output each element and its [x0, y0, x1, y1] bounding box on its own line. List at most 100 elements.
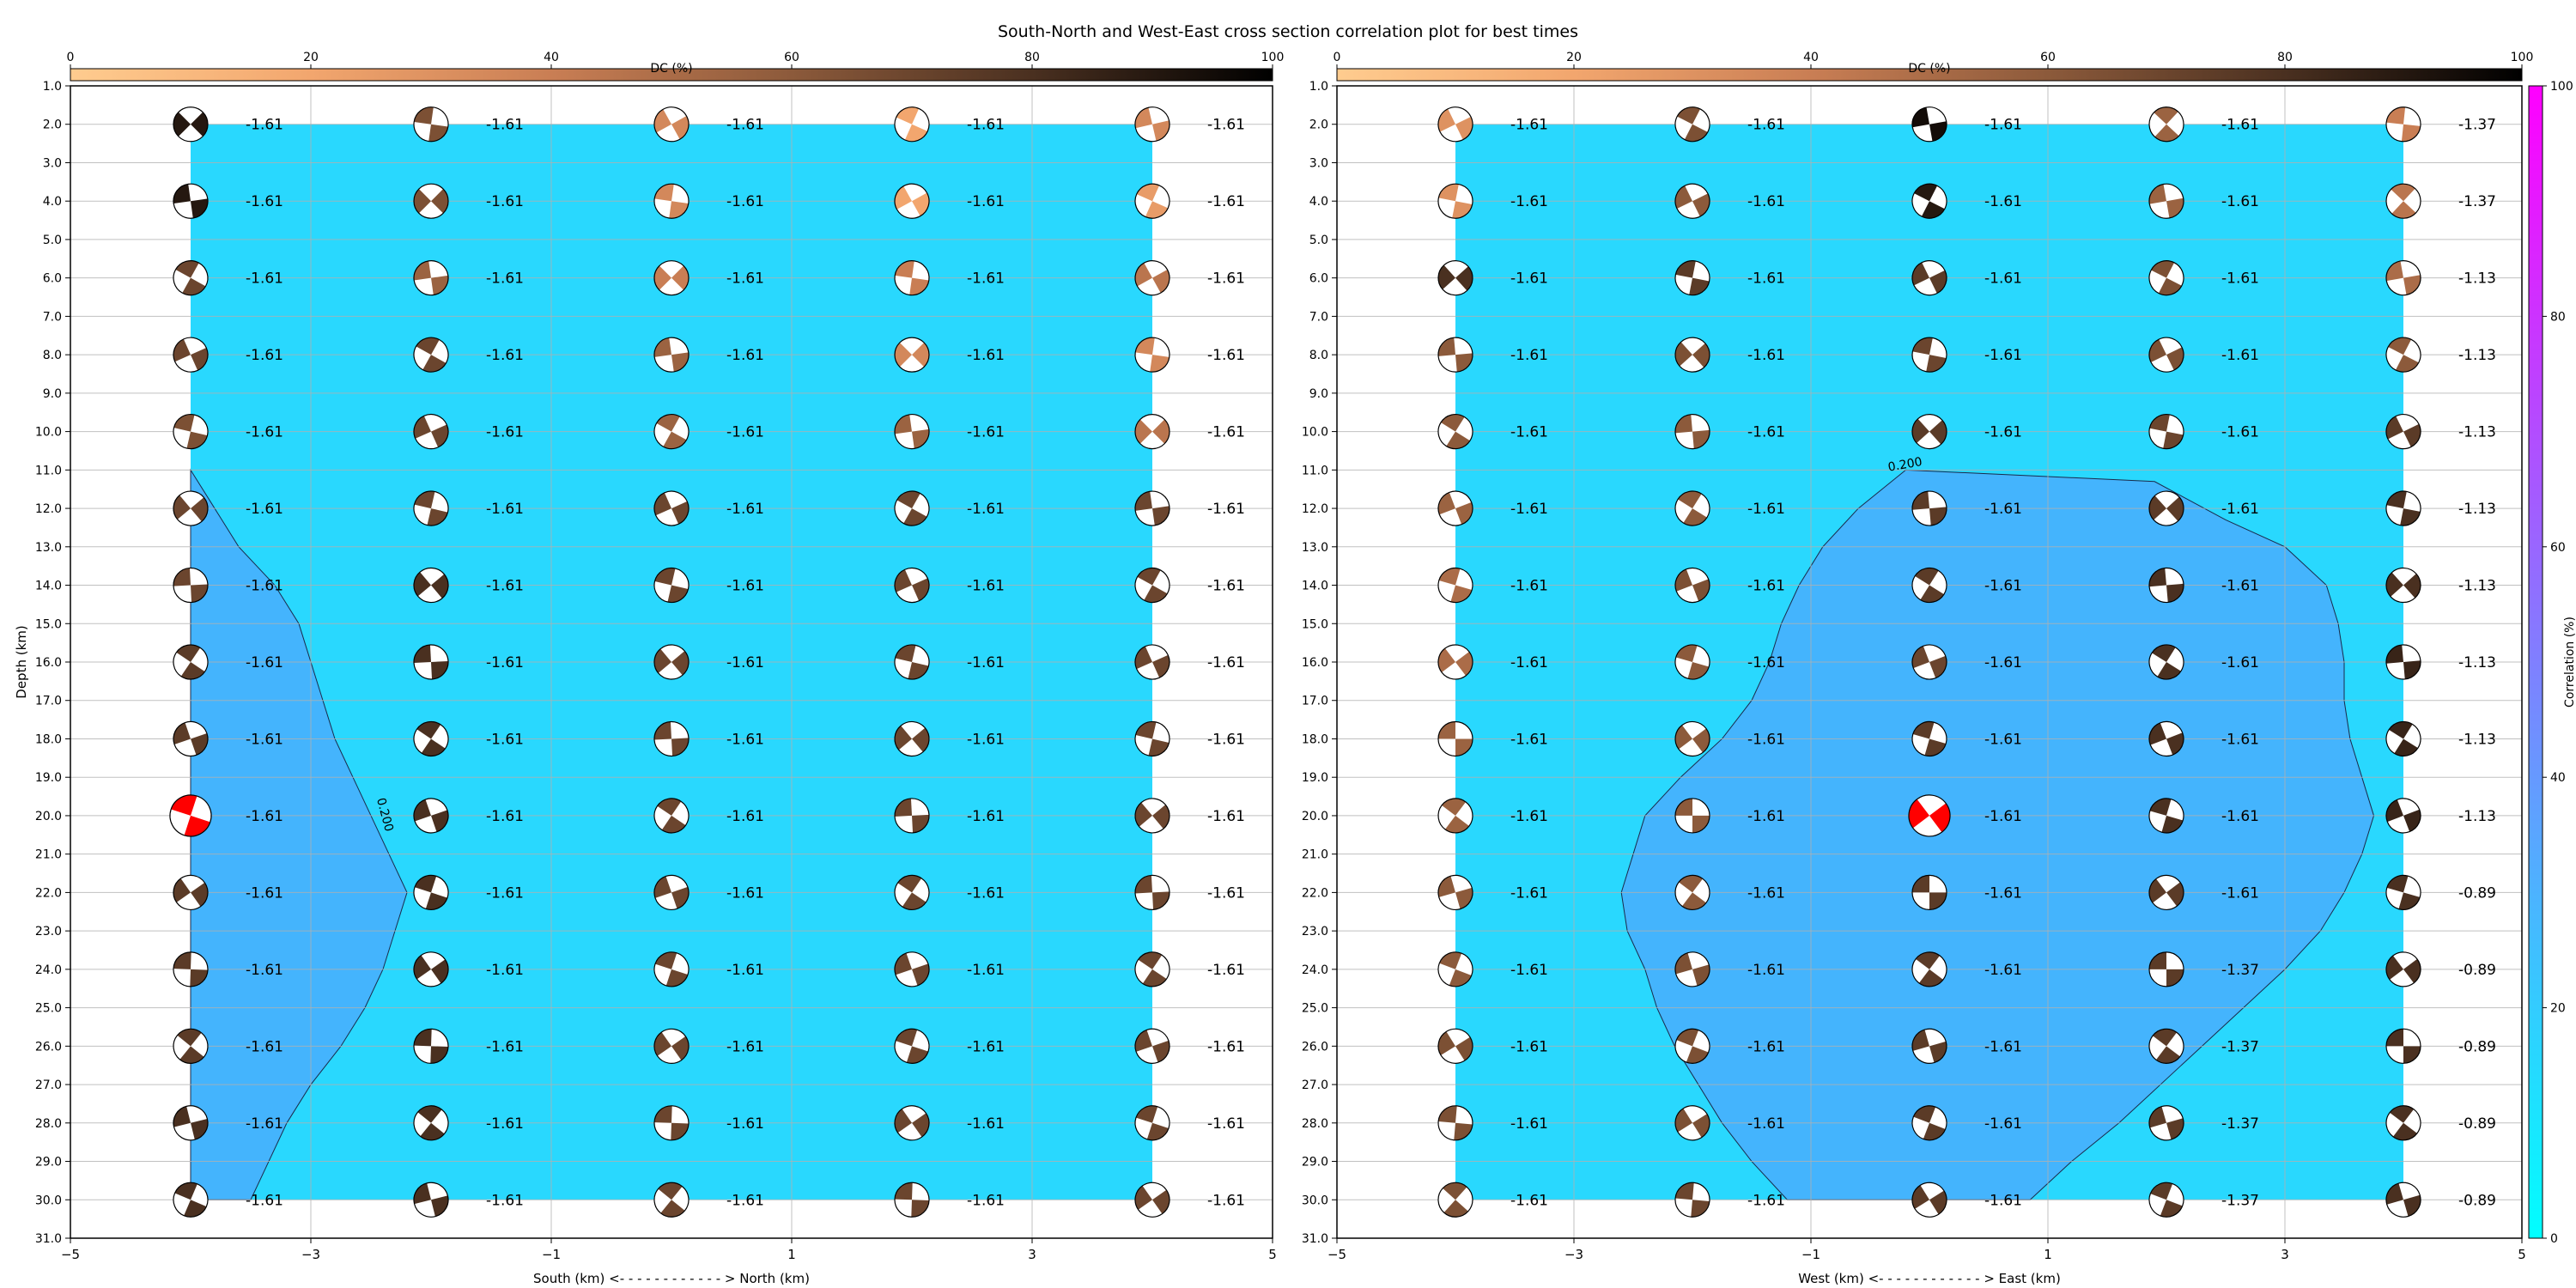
- beachball: [2148, 1028, 2184, 1064]
- beachball-value-label: -1.61: [726, 1115, 764, 1133]
- beachball-value-label: -1.61: [967, 501, 1005, 518]
- beachball-value-label: -1.61: [726, 578, 764, 595]
- beachball-value-label: -0.89: [2458, 962, 2496, 979]
- beachball-value-label: -1.61: [1747, 731, 1785, 748]
- beachball-compression-quadrant: [1138, 951, 1163, 969]
- beachball-value-label: -1.61: [1510, 347, 1548, 364]
- beachball-outline: [1911, 951, 1947, 987]
- beachball-compression-quadrant: [431, 1195, 448, 1217]
- beachball-compression-quadrant: [2149, 722, 2166, 745]
- beachball-value-label: -1.61: [967, 962, 1005, 979]
- beachball: [2148, 798, 2184, 834]
- beachball-compression-quadrant: [2394, 738, 2418, 756]
- beachball-outline: [894, 414, 930, 450]
- beachball-outline: [413, 644, 449, 680]
- beachball-compression-quadrant: [1135, 646, 1152, 670]
- beachball-value-label: -1.61: [1207, 347, 1245, 364]
- beachball-value-label: -1.61: [1984, 654, 2022, 671]
- beachball: [1134, 1182, 1170, 1218]
- beachball-value-label: -1.61: [1510, 270, 1548, 288]
- y-tick-label: 17.0: [35, 695, 62, 708]
- beachball-compression-quadrant: [414, 189, 431, 214]
- beachball: [1674, 798, 1710, 834]
- y-tick-label: 15.0: [35, 617, 62, 631]
- beachball-value-label: -0.89: [2458, 1192, 2496, 1209]
- beachball-compression-quadrant: [2403, 423, 2421, 447]
- beachball-value-label: -1.61: [967, 1115, 1005, 1133]
- beachball: [173, 260, 209, 296]
- beachball-value-label: -1.61: [486, 884, 524, 902]
- x-tick-label: −5: [1327, 1247, 1346, 1262]
- beachball-compression-quadrant: [1915, 568, 1939, 586]
- beachball-outline: [1437, 414, 1473, 450]
- beachball-outline: [1437, 106, 1473, 143]
- beachball: [173, 106, 209, 143]
- beachball-compression-quadrant: [414, 572, 431, 597]
- beachball-outline: [653, 490, 690, 526]
- beachball-outline: [1911, 1105, 1947, 1141]
- beachball-outline: [1911, 260, 1947, 296]
- beachball-value-label: -1.61: [1984, 731, 2022, 748]
- beachball-compression-quadrant: [896, 491, 920, 509]
- beachball-outline: [2385, 951, 2421, 987]
- beachball-compression-quadrant: [663, 431, 687, 449]
- beachball: [653, 337, 690, 373]
- beachball-value-label: -1.61: [2221, 270, 2259, 288]
- y-tick-label: 20.0: [35, 810, 62, 823]
- beachball-outline: [1911, 414, 1947, 450]
- beachball-outline: [2385, 337, 2421, 373]
- beachball-compression-quadrant: [654, 265, 671, 290]
- beachball-compression-quadrant: [431, 189, 448, 214]
- beachball-compression-quadrant: [2403, 574, 2421, 598]
- y-tick-label: 5.0: [43, 234, 62, 247]
- beachball-value-label: -1.61: [967, 347, 1005, 364]
- beachball-value-label: -1.61: [726, 962, 764, 979]
- beachball-outline: [2148, 490, 2184, 526]
- beachball-outline: [173, 874, 209, 911]
- beachball-compression-quadrant: [1444, 815, 1469, 833]
- beachball: [894, 490, 930, 526]
- beachball-outline: [894, 260, 930, 296]
- y-tick-label: 2.0: [1309, 118, 1328, 132]
- beachball-compression-quadrant: [1692, 579, 1710, 602]
- beachball-value-label: -1.61: [486, 270, 524, 288]
- beachball-compression-quadrant: [1686, 1046, 1709, 1064]
- y-tick-label: 28.0: [1302, 1117, 1328, 1131]
- beachball-value-label: -1.61: [1747, 654, 1785, 671]
- beachball-compression-quadrant: [2386, 416, 2403, 440]
- beachball-compression-quadrant: [173, 495, 191, 519]
- beachball-outline: [1674, 1028, 1710, 1064]
- beachball-outline: [2385, 874, 2421, 911]
- x-axis-label: West (km) <- - - - - - - - - - - - > Eas…: [1798, 1271, 2061, 1286]
- beachball-compression-quadrant: [1692, 815, 1710, 833]
- beachball-compression-quadrant: [660, 1200, 685, 1218]
- y-tick-label: 3.0: [43, 156, 62, 170]
- beachball-best-solution: [169, 794, 212, 837]
- beachball-outline: [1134, 1182, 1170, 1218]
- beachball: [894, 951, 930, 987]
- beachball-compression-quadrant: [416, 337, 440, 355]
- beachball-value-label: -1.61: [246, 731, 283, 748]
- beachball-compression-quadrant: [661, 815, 686, 833]
- x-tick-label: −3: [301, 1247, 320, 1262]
- beachball-compression-quadrant: [176, 645, 201, 662]
- correlation-colorbar-tick-label: 40: [2550, 771, 2566, 785]
- beachball: [173, 720, 209, 757]
- y-tick-label: 27.0: [1302, 1078, 1328, 1092]
- beachball-value-label: -1.61: [1747, 117, 1785, 134]
- beachball-value-label: -1.61: [1747, 424, 1785, 441]
- beachball-outline: [1911, 1028, 1947, 1064]
- beachball-compression-quadrant: [191, 497, 208, 522]
- beachball-value-label: -1.61: [726, 654, 764, 671]
- beachball-compression-quadrant: [431, 660, 448, 679]
- beachball-compression-quadrant: [657, 798, 682, 816]
- beachball-value-label: -1.13: [2458, 731, 2496, 748]
- beachball-compression-quadrant: [173, 878, 191, 902]
- beachball: [2385, 951, 2421, 987]
- y-tick-label: 12.0: [1302, 502, 1328, 516]
- dc-colorbar-tick-label: 100: [2511, 51, 2534, 64]
- y-tick-label: 6.0: [1309, 272, 1328, 286]
- beachball-compression-quadrant: [1692, 728, 1710, 753]
- beachball: [2385, 874, 2421, 911]
- y-tick-label: 9.0: [43, 387, 62, 401]
